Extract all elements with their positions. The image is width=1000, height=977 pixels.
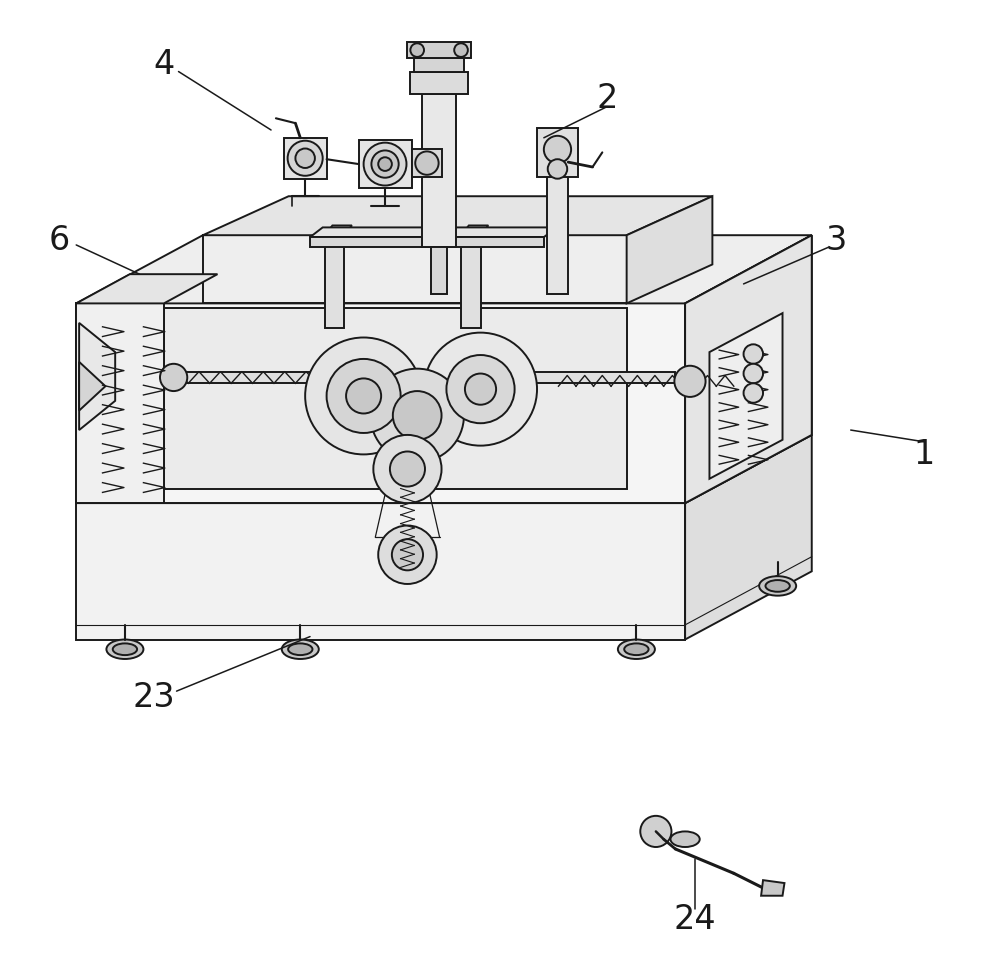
Polygon shape bbox=[310, 237, 544, 247]
Ellipse shape bbox=[759, 576, 796, 596]
Ellipse shape bbox=[618, 640, 655, 659]
Circle shape bbox=[415, 151, 439, 175]
Polygon shape bbox=[310, 228, 557, 237]
Text: 3: 3 bbox=[825, 224, 847, 257]
Text: 4: 4 bbox=[153, 48, 175, 81]
Circle shape bbox=[465, 373, 496, 404]
Polygon shape bbox=[325, 235, 344, 327]
Circle shape bbox=[305, 337, 422, 454]
Polygon shape bbox=[76, 503, 685, 640]
Polygon shape bbox=[627, 196, 712, 304]
Circle shape bbox=[744, 383, 763, 403]
Circle shape bbox=[424, 332, 537, 446]
Ellipse shape bbox=[106, 640, 143, 659]
Polygon shape bbox=[412, 149, 442, 177]
Circle shape bbox=[378, 157, 392, 171]
Ellipse shape bbox=[288, 644, 312, 656]
Circle shape bbox=[446, 355, 515, 423]
Ellipse shape bbox=[624, 644, 649, 656]
Polygon shape bbox=[79, 322, 115, 430]
Polygon shape bbox=[761, 880, 784, 896]
Circle shape bbox=[744, 344, 763, 363]
Polygon shape bbox=[537, 128, 578, 177]
Polygon shape bbox=[79, 361, 105, 410]
Circle shape bbox=[393, 391, 442, 440]
Text: 23: 23 bbox=[133, 682, 175, 714]
Polygon shape bbox=[547, 157, 568, 294]
Polygon shape bbox=[284, 138, 327, 179]
Polygon shape bbox=[76, 304, 685, 503]
Polygon shape bbox=[164, 309, 627, 488]
Polygon shape bbox=[169, 371, 675, 383]
Polygon shape bbox=[461, 226, 488, 235]
Circle shape bbox=[640, 816, 671, 847]
Circle shape bbox=[327, 359, 401, 433]
Text: 6: 6 bbox=[49, 224, 70, 257]
Polygon shape bbox=[410, 71, 468, 94]
Circle shape bbox=[373, 435, 442, 503]
Polygon shape bbox=[359, 140, 412, 189]
Circle shape bbox=[295, 149, 315, 168]
Circle shape bbox=[370, 368, 464, 462]
Polygon shape bbox=[203, 196, 712, 235]
Polygon shape bbox=[203, 235, 627, 304]
Ellipse shape bbox=[765, 580, 790, 592]
Circle shape bbox=[674, 365, 706, 397]
Circle shape bbox=[160, 363, 187, 391]
Polygon shape bbox=[76, 304, 164, 503]
Polygon shape bbox=[685, 235, 812, 503]
Ellipse shape bbox=[113, 644, 137, 656]
Polygon shape bbox=[685, 235, 812, 503]
Circle shape bbox=[364, 143, 406, 186]
Circle shape bbox=[548, 159, 567, 179]
Text: 2: 2 bbox=[596, 82, 618, 115]
Ellipse shape bbox=[670, 831, 700, 847]
Polygon shape bbox=[709, 314, 783, 479]
Circle shape bbox=[544, 136, 571, 163]
Polygon shape bbox=[325, 226, 352, 235]
Circle shape bbox=[288, 141, 323, 176]
Text: 24: 24 bbox=[674, 903, 716, 936]
Polygon shape bbox=[407, 42, 471, 58]
Polygon shape bbox=[431, 247, 447, 294]
Polygon shape bbox=[422, 94, 456, 247]
Text: 1: 1 bbox=[913, 438, 934, 471]
Circle shape bbox=[390, 451, 425, 487]
Circle shape bbox=[371, 150, 399, 178]
Ellipse shape bbox=[282, 640, 319, 659]
Circle shape bbox=[410, 43, 424, 57]
Polygon shape bbox=[461, 235, 481, 327]
Polygon shape bbox=[76, 435, 812, 503]
Circle shape bbox=[346, 378, 381, 413]
Polygon shape bbox=[76, 275, 217, 304]
Circle shape bbox=[378, 526, 437, 584]
Polygon shape bbox=[685, 435, 812, 640]
Circle shape bbox=[392, 539, 423, 571]
Circle shape bbox=[744, 363, 763, 383]
Polygon shape bbox=[76, 235, 812, 304]
Polygon shape bbox=[414, 58, 464, 71]
Circle shape bbox=[454, 43, 468, 57]
